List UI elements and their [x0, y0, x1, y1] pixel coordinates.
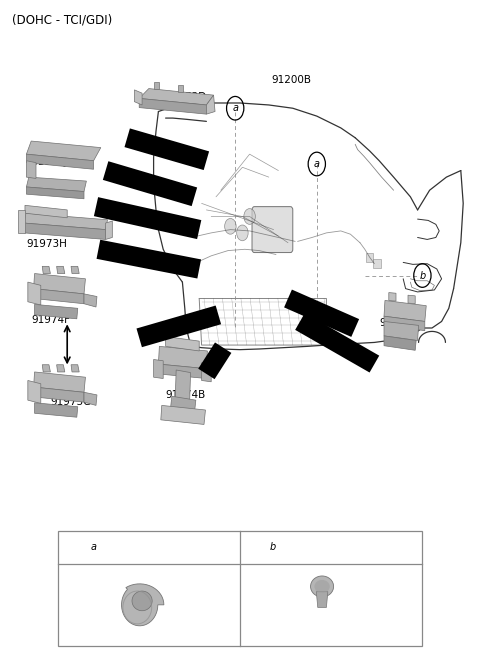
Polygon shape — [26, 187, 84, 199]
Polygon shape — [26, 177, 86, 192]
Text: 91973G: 91973G — [50, 397, 92, 407]
Polygon shape — [42, 365, 50, 372]
Polygon shape — [408, 295, 415, 304]
Polygon shape — [154, 359, 163, 379]
Polygon shape — [134, 90, 142, 105]
Text: 91974B: 91974B — [166, 390, 206, 400]
Polygon shape — [28, 380, 41, 403]
Polygon shape — [42, 266, 50, 274]
Text: 91974F: 91974F — [31, 315, 70, 325]
Text: 91973H: 91973H — [26, 239, 67, 249]
Text: 91973D: 91973D — [166, 92, 207, 102]
Text: (DOHC - TCI/GDI): (DOHC - TCI/GDI) — [12, 13, 112, 26]
Polygon shape — [24, 223, 106, 239]
Ellipse shape — [311, 576, 334, 597]
FancyBboxPatch shape — [252, 207, 293, 253]
Polygon shape — [71, 266, 79, 274]
Polygon shape — [384, 316, 425, 331]
Text: b: b — [419, 270, 426, 281]
Polygon shape — [121, 584, 164, 626]
Polygon shape — [28, 282, 41, 305]
Polygon shape — [71, 365, 79, 372]
Polygon shape — [35, 304, 78, 319]
Circle shape — [225, 218, 236, 234]
Polygon shape — [57, 266, 65, 274]
Polygon shape — [106, 221, 112, 239]
Polygon shape — [175, 370, 191, 403]
Text: 91200B: 91200B — [271, 75, 311, 85]
Text: b: b — [270, 543, 276, 552]
Bar — [366, 253, 373, 262]
Text: a: a — [232, 103, 238, 113]
Ellipse shape — [314, 580, 330, 593]
Polygon shape — [139, 98, 206, 114]
Polygon shape — [35, 403, 78, 417]
Polygon shape — [139, 89, 214, 105]
Text: 91973C: 91973C — [379, 318, 420, 328]
Ellipse shape — [132, 591, 152, 611]
Text: a: a — [91, 543, 97, 552]
Circle shape — [237, 225, 248, 241]
Polygon shape — [18, 210, 25, 233]
Circle shape — [244, 209, 255, 224]
Polygon shape — [158, 364, 206, 379]
Polygon shape — [34, 387, 84, 402]
Polygon shape — [25, 205, 67, 218]
Polygon shape — [166, 337, 199, 351]
Text: 91983B: 91983B — [117, 543, 157, 552]
Polygon shape — [154, 82, 159, 89]
Polygon shape — [57, 365, 65, 372]
Polygon shape — [158, 346, 207, 369]
Polygon shape — [26, 141, 101, 161]
Text: 1730AA: 1730AA — [296, 543, 337, 552]
Polygon shape — [34, 372, 85, 392]
Polygon shape — [202, 363, 211, 382]
Polygon shape — [161, 405, 205, 424]
Bar — [58, 531, 422, 646]
Polygon shape — [34, 274, 85, 294]
Polygon shape — [384, 300, 426, 321]
Polygon shape — [384, 321, 419, 340]
Polygon shape — [170, 396, 196, 413]
Polygon shape — [206, 95, 215, 114]
Text: 91973J: 91973J — [31, 157, 67, 167]
Polygon shape — [24, 213, 108, 230]
Polygon shape — [26, 154, 94, 169]
Polygon shape — [34, 289, 84, 304]
Polygon shape — [384, 336, 416, 350]
Polygon shape — [84, 294, 97, 307]
Text: a: a — [314, 159, 320, 169]
Bar — [373, 259, 381, 268]
Polygon shape — [178, 85, 183, 92]
Polygon shape — [316, 592, 328, 607]
Polygon shape — [84, 392, 97, 405]
Polygon shape — [389, 293, 396, 301]
Polygon shape — [26, 161, 36, 178]
